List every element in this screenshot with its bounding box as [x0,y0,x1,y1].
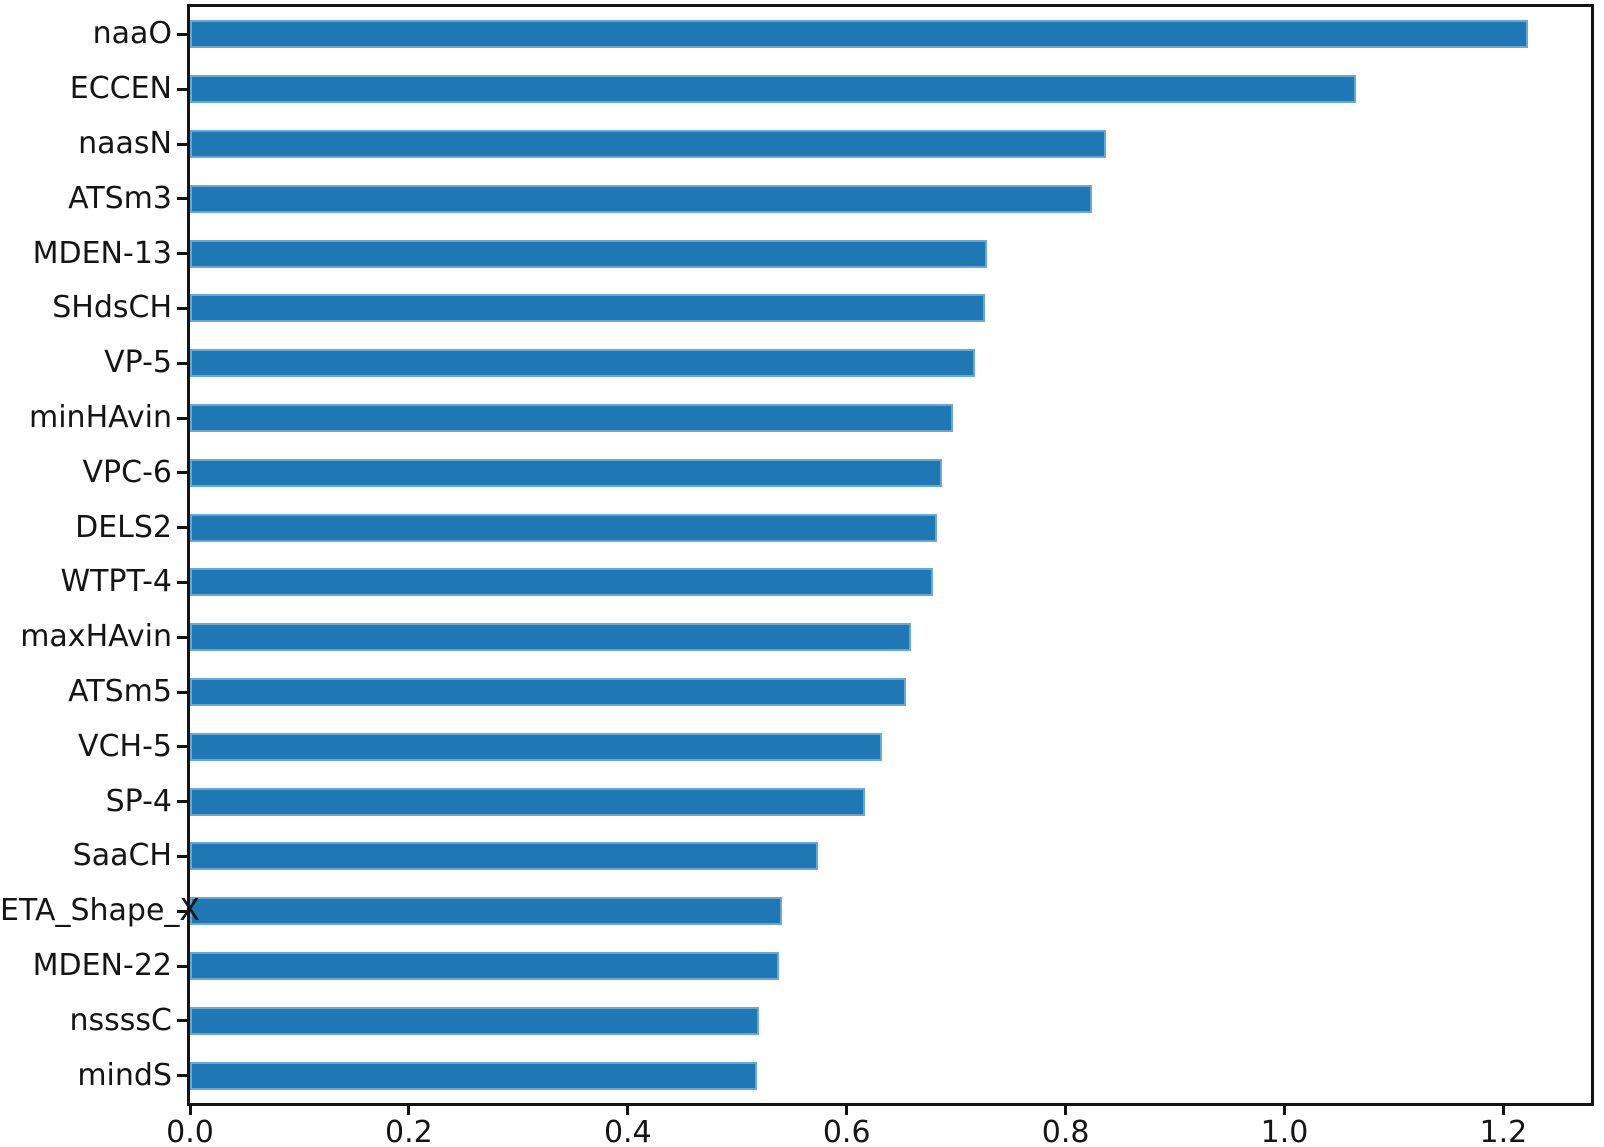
y-tick-label: MDEN-13 [32,235,172,271]
y-tick-label: VPC-6 [82,454,172,490]
y-tick-label: WTPT-4 [60,564,172,600]
bar-naaO [190,20,1528,49]
y-tick-mark [177,526,187,530]
bar-SaaCH [190,842,819,871]
y-tick-mark [177,197,187,201]
bar-VCH-5 [190,732,882,761]
y-tick-label: SHdsCH [52,290,172,326]
y-tick-mark [177,635,187,639]
y-tick-mark [177,580,187,584]
x-tick-label: 1.2 [1479,1115,1528,1147]
bar-MDEN-22 [190,952,779,980]
bar-SP-4 [190,787,866,816]
x-tick-mark [407,1106,411,1115]
plot-area [187,4,1594,1106]
y-tick-mark [177,909,187,913]
bar-nssssC [190,1006,760,1035]
bar-VP-5 [190,349,975,378]
bar-SHdsCH [190,294,985,323]
y-tick-label: ATSm3 [68,180,172,216]
x-tick-label: 0.4 [603,1115,652,1147]
y-tick-label: naasN [78,126,172,161]
x-tick-label: 0.0 [166,1115,214,1147]
x-tick-mark [1283,1106,1286,1115]
y-tick-label: DELS2 [75,509,172,545]
y-tick-mark [177,416,187,420]
y-tick-mark [177,800,187,804]
y-tick-label: minHAvin [29,400,172,435]
y-tick-label: ETA_Shape_X [0,893,200,929]
y-tick-mark [177,306,187,310]
y-tick-mark [177,964,187,968]
x-tick-mark [1501,1106,1505,1115]
bar-ATSm5 [190,678,906,706]
y-tick-mark [177,87,187,91]
bar-WTPT-4 [190,568,934,597]
bar-mindS [190,1061,757,1090]
bar-DELS2 [190,513,937,542]
y-tick-mark [177,361,187,365]
y-tick-label: ATSm5 [68,674,172,709]
y-tick-mark [177,1074,187,1078]
y-tick-label: VP-5 [104,345,172,381]
x-tick-label: 0.8 [1041,1115,1090,1147]
bar-VPC-6 [190,458,942,487]
y-tick-label: ECCEN [69,71,172,107]
y-tick-label: SaaCH [72,838,172,874]
x-tick-label: 0.6 [822,1115,871,1147]
bar-ECCEN [190,75,1356,104]
x-tick-mark [845,1106,849,1115]
x-tick-label: 0.2 [385,1115,433,1147]
y-tick-label: VCH-5 [78,728,172,764]
y-tick-label: MDEN-22 [32,948,172,983]
y-tick-mark [177,690,187,694]
y-tick-label: naaO [92,16,172,52]
y-tick-mark [177,854,187,858]
x-tick-mark [1064,1106,1068,1115]
bar-ETA_Shape_X [190,897,783,926]
y-tick-label: nssssC [69,1002,172,1038]
y-tick-mark [177,32,187,36]
bar-MDEN-13 [190,239,987,268]
y-tick-mark [177,142,187,146]
y-tick-mark [177,745,187,749]
y-tick-mark [177,471,187,475]
x-tick-mark [626,1106,630,1115]
x-tick-mark [188,1106,192,1115]
bar-minHAvin [190,404,953,432]
bar-naasN [190,130,1107,158]
y-tick-label: SP-4 [105,783,172,819]
bar-ATSm3 [190,184,1092,213]
bar-maxHAvin [190,623,912,652]
y-tick-label: mindS [77,1057,172,1093]
y-tick-mark [177,252,187,256]
y-tick-label: maxHAvin [20,619,172,655]
x-tick-label: 1.0 [1260,1115,1309,1147]
y-tick-mark [177,1019,187,1023]
